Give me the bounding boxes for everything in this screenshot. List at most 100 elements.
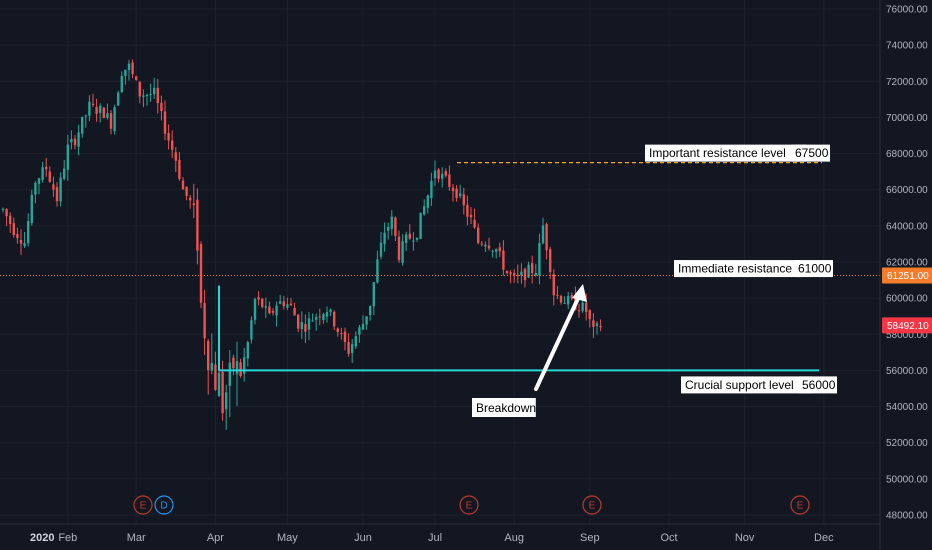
candle-body[interactable]	[268, 306, 271, 314]
candle-body[interactable]	[235, 361, 239, 375]
candle-body[interactable]	[538, 243, 541, 276]
candle-body[interactable]	[592, 320, 595, 327]
candle-body[interactable]	[45, 166, 48, 170]
candle-body[interactable]	[599, 325, 602, 328]
candle-body[interactable]	[495, 249, 498, 252]
candle-body[interactable]	[145, 94, 149, 96]
event-marker-d[interactable]	[154, 495, 174, 515]
candle-body[interactable]	[12, 223, 15, 235]
candle-body[interactable]	[567, 295, 570, 305]
candle-body[interactable]	[196, 199, 199, 251]
candle-body[interactable]	[167, 132, 170, 141]
candle-body[interactable]	[163, 111, 167, 134]
candle-body[interactable]	[408, 233, 411, 239]
candle-body[interactable]	[545, 224, 548, 251]
candle-body[interactable]	[70, 138, 73, 143]
candle-body[interactable]	[106, 113, 109, 118]
candle-body[interactable]	[124, 69, 127, 76]
candle-body[interactable]	[455, 188, 458, 199]
candle-body[interactable]	[325, 312, 329, 317]
candle-body[interactable]	[156, 87, 159, 104]
candle-body[interactable]	[527, 264, 530, 278]
candle-body[interactable]	[149, 93, 152, 95]
candle-body[interactable]	[336, 328, 339, 332]
candle-body[interactable]	[412, 240, 415, 242]
candle-body[interactable]	[358, 327, 361, 335]
candle-body[interactable]	[559, 296, 563, 303]
candle-body[interactable]	[426, 195, 429, 208]
candle-body[interactable]	[473, 219, 476, 228]
candle-body[interactable]	[477, 227, 480, 243]
candle-body[interactable]	[37, 178, 41, 184]
candle-body[interactable]	[232, 357, 235, 369]
candle-body[interactable]	[289, 303, 293, 306]
candle-body[interactable]	[261, 298, 264, 307]
candle-body[interactable]	[390, 216, 393, 229]
candle-body[interactable]	[59, 177, 62, 202]
candle-body[interactable]	[354, 336, 357, 347]
candle-body[interactable]	[77, 132, 80, 147]
candle-body[interactable]	[171, 140, 174, 150]
candle-body[interactable]	[347, 342, 350, 354]
candle-body[interactable]	[41, 167, 44, 180]
candle-body[interactable]	[387, 226, 390, 231]
candle-body[interactable]	[153, 87, 156, 95]
event-marker-e[interactable]	[459, 495, 479, 515]
candle-body[interactable]	[246, 342, 249, 359]
candle-body[interactable]	[523, 268, 527, 281]
candle-body[interactable]	[84, 115, 87, 117]
candle-body[interactable]	[549, 249, 552, 273]
candle-body[interactable]	[480, 243, 483, 245]
candle-body[interactable]	[142, 95, 145, 97]
candle-body[interactable]	[444, 171, 447, 176]
candle-body[interactable]	[423, 206, 426, 215]
candle-body[interactable]	[469, 214, 473, 218]
candle-body[interactable]	[243, 357, 246, 374]
candle-body[interactable]	[239, 362, 242, 376]
candle-body[interactable]	[19, 239, 23, 244]
candle-body[interactable]	[405, 234, 408, 243]
candle-body[interactable]	[174, 152, 177, 161]
candle-body[interactable]	[502, 250, 505, 270]
candle-body[interactable]	[430, 180, 433, 199]
candle-body[interactable]	[109, 113, 113, 129]
candle-body[interactable]	[419, 212, 422, 239]
candle-body[interactable]	[282, 301, 285, 307]
candle-body[interactable]	[217, 372, 221, 396]
candle-body[interactable]	[52, 184, 55, 190]
event-marker-e[interactable]	[582, 495, 602, 515]
candle-body[interactable]	[88, 101, 91, 116]
candle-body[interactable]	[448, 174, 451, 187]
candle-body[interactable]	[415, 237, 419, 240]
candle-body[interactable]	[329, 309, 332, 312]
candle-body[interactable]	[595, 323, 599, 326]
candle-body[interactable]	[199, 244, 203, 303]
candle-body[interactable]	[99, 105, 102, 113]
candle-body[interactable]	[498, 247, 501, 252]
candle-body[interactable]	[102, 107, 105, 119]
candle-body[interactable]	[55, 187, 59, 202]
candle-body[interactable]	[221, 372, 224, 414]
candle-body[interactable]	[509, 272, 512, 275]
candle-body[interactable]	[491, 250, 494, 252]
price-axis[interactable]: 76000.00 74000.00 72000.00 70000.00 68000.00…	[886, 5, 928, 522]
candle-body[interactable]	[541, 225, 545, 244]
candle-body[interactable]	[5, 209, 8, 217]
candle-body[interactable]	[581, 302, 584, 311]
candle-body[interactable]	[376, 259, 379, 283]
candle-body[interactable]	[441, 173, 444, 179]
candle-body[interactable]	[275, 305, 278, 316]
candle-body[interactable]	[48, 171, 51, 182]
candle-body[interactable]	[322, 314, 325, 321]
candle-body[interactable]	[16, 234, 19, 239]
candle-body[interactable]	[9, 215, 12, 225]
candle-body[interactable]	[520, 271, 523, 276]
candle-body[interactable]	[369, 305, 372, 316]
candle-body[interactable]	[340, 333, 343, 335]
candle-body[interactable]	[210, 362, 213, 371]
candle-body[interactable]	[394, 217, 397, 236]
candle-body[interactable]	[286, 304, 289, 308]
candle-body[interactable]	[365, 316, 368, 325]
candle-body[interactable]	[552, 274, 555, 296]
